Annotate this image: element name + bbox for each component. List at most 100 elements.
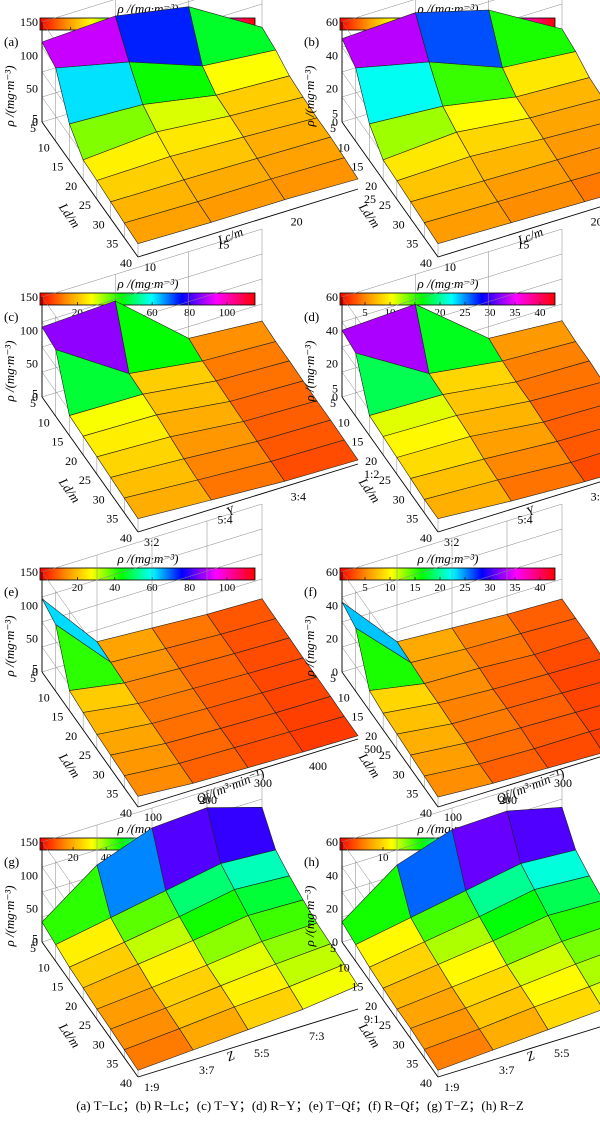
y-tick-label: 30 xyxy=(393,1037,405,1051)
panel-label: (e) xyxy=(4,584,18,599)
z-tick-label: 60 xyxy=(326,15,338,29)
z-tick-label: 150 xyxy=(20,835,38,849)
surface-cell xyxy=(423,479,512,520)
x-tick-label: 5:4 xyxy=(217,512,232,526)
z-tick-label: 20 xyxy=(326,632,338,646)
colorbar xyxy=(339,292,556,306)
x-tick-label: 1:9 xyxy=(444,1080,459,1094)
y-tick-label: 15 xyxy=(351,980,363,994)
z-tick-label: 5 xyxy=(332,107,338,121)
z-tick-label: 0 xyxy=(32,665,38,679)
y-tick-label: 30 xyxy=(393,217,405,231)
panel-a: ρ /(mg·m⁻³)20406080100120(a)0550100150ρ … xyxy=(2,0,376,274)
x-tick-label: 3:2 xyxy=(444,535,459,549)
z-tick-label: 20 xyxy=(326,902,338,916)
z-axis-label: ρ /(mg·m⁻³) xyxy=(302,885,317,947)
surface xyxy=(41,598,359,797)
y-tick-label: 35 xyxy=(406,1057,418,1071)
colorbar-tick-label: 25 xyxy=(460,307,472,319)
colorbar-tick-label: 25 xyxy=(460,582,472,594)
z-tick-label: 50 xyxy=(26,357,38,371)
y-tick-label: 25 xyxy=(379,1018,391,1032)
z-tick-label: 60 xyxy=(326,290,338,304)
y-tick-label: 20 xyxy=(65,179,77,193)
x-tick-label: 10 xyxy=(144,260,156,274)
colorbar-label: ρ /(mg·m⁻³) xyxy=(116,276,178,291)
x-tick-label: 10 xyxy=(444,260,456,274)
panel-label: (g) xyxy=(4,854,19,869)
y-tick-label: 35 xyxy=(106,512,118,526)
x-axis-label: Lc/m xyxy=(515,224,546,248)
colorbar-label: ρ /(mg·m⁻³) xyxy=(116,551,178,566)
y-tick-label: 20 xyxy=(365,179,377,193)
y-tick-label: 30 xyxy=(93,767,105,781)
colorbar-tick-label: 80 xyxy=(184,307,196,319)
colorbar-tick-label: 80 xyxy=(184,582,196,594)
y-tick-label: 15 xyxy=(351,710,363,724)
x-tick-label: 3:2 xyxy=(144,535,159,549)
z-axis-label: ρ /(mg·m⁻³) xyxy=(2,340,17,402)
y-tick-label: 15 xyxy=(51,980,63,994)
z-tick-label: 5 xyxy=(32,112,38,126)
z-tick-label: 100 xyxy=(20,868,38,882)
z-tick-label: 100 xyxy=(20,48,38,62)
y-tick-label: 30 xyxy=(393,492,405,506)
y-tick-label: 5 xyxy=(330,941,336,955)
z-tick-label: 100 xyxy=(20,323,38,337)
colorbar-tick-label: 35 xyxy=(510,582,522,594)
surface xyxy=(41,6,359,245)
x-tick-label: 15 xyxy=(217,237,229,251)
y-tick-label: 35 xyxy=(106,787,118,801)
z-tick-label: 100 xyxy=(20,598,38,612)
surface-cell xyxy=(123,201,212,245)
y-tick-label: 20 xyxy=(365,454,377,468)
colorbar xyxy=(39,567,256,581)
z-tick-label: 40 xyxy=(326,868,338,882)
panel-label: (d) xyxy=(304,309,319,324)
colorbar-tick-label: 35 xyxy=(510,307,522,319)
z-axis-label: ρ /(mg·m⁻³) xyxy=(302,65,317,127)
x-tick-label: 5:5 xyxy=(254,1046,269,1060)
y-tick-label: 40 xyxy=(420,806,432,820)
colorbar xyxy=(39,292,256,306)
z-tick-label: 50 xyxy=(26,82,38,96)
y-tick-label: 25 xyxy=(379,198,391,212)
surface xyxy=(341,806,600,1071)
y-tick-label: 35 xyxy=(406,787,418,801)
z-tick-label: 0 xyxy=(32,935,38,949)
y-tick-label: 10 xyxy=(38,690,50,704)
z-tick-label: 150 xyxy=(20,565,38,579)
y-tick-label: 40 xyxy=(120,1076,132,1090)
surface-cell xyxy=(423,1028,494,1071)
surface xyxy=(41,300,359,520)
z-axis-label: ρ /(mg·m⁻³) xyxy=(302,615,317,677)
colorbar-tick-label: 20 xyxy=(435,582,447,594)
y-tick-label: 5 xyxy=(330,396,336,410)
x-tick-label: 200 xyxy=(499,793,517,807)
panel-label: (b) xyxy=(304,34,319,49)
colorbar-tick-label: 20 xyxy=(435,307,447,319)
y-tick-label: 5 xyxy=(330,671,336,685)
z-tick-label: 60 xyxy=(326,565,338,579)
z-axis-label: ρ /(mg·m⁻³) xyxy=(302,340,317,402)
y-tick-label: 20 xyxy=(365,999,377,1013)
z-axis-label: ρ /(mg·m⁻³) xyxy=(2,65,17,127)
z-tick-label: 0 xyxy=(32,115,38,129)
y-tick-label: 20 xyxy=(365,729,377,743)
y-tick-label: 20 xyxy=(65,729,77,743)
x-tick-label: 1:9 xyxy=(144,1080,159,1094)
y-tick-label: 10 xyxy=(38,415,50,429)
x-tick-label: 7:3 xyxy=(309,1029,324,1043)
y-tick-label: 20 xyxy=(65,454,77,468)
z-tick-label: 0 xyxy=(32,390,38,404)
x-tick-label: 100 xyxy=(444,810,462,824)
surface-cell xyxy=(423,763,494,798)
z-tick-label: 150 xyxy=(20,15,38,29)
z-tick-label: 5 xyxy=(32,387,38,401)
y-tick-label: 30 xyxy=(93,492,105,506)
colorbar-tick-label: 20 xyxy=(72,307,84,319)
colorbar-tick-label: 10 xyxy=(385,582,397,594)
